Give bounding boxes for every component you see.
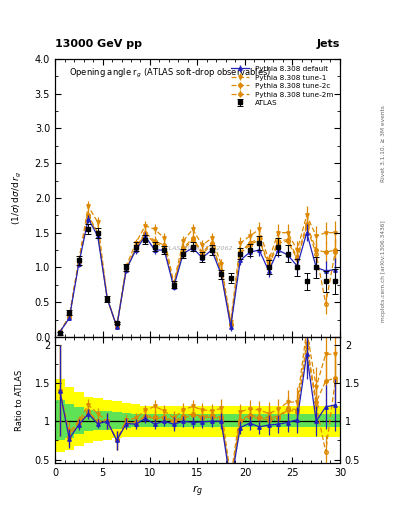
Text: ATLAS_2019_I1772062: ATLAS_2019_I1772062 — [162, 245, 233, 251]
Text: 13000 GeV pp: 13000 GeV pp — [55, 38, 142, 49]
X-axis label: $r_g$: $r_g$ — [192, 484, 203, 499]
Text: Opening angle r$_g$ (ATLAS soft-drop observables): Opening angle r$_g$ (ATLAS soft-drop obs… — [69, 67, 272, 80]
Y-axis label: Ratio to ATLAS: Ratio to ATLAS — [15, 370, 24, 431]
Text: mcplots.cern.ch [arXiv:1306.3436]: mcplots.cern.ch [arXiv:1306.3436] — [381, 221, 386, 322]
Y-axis label: $(1/\sigma)\,\mathrm{d}\sigma/\mathrm{d}\,r_g$: $(1/\sigma)\,\mathrm{d}\sigma/\mathrm{d}… — [11, 171, 24, 225]
Text: Rivet 3.1.10, ≥ 3M events: Rivet 3.1.10, ≥ 3M events — [381, 105, 386, 182]
Legend: Pythia 8.308 default, Pythia 8.308 tune-1, Pythia 8.308 tune-2c, Pythia 8.308 tu: Pythia 8.308 default, Pythia 8.308 tune-… — [228, 62, 336, 109]
Text: Jets: Jets — [317, 38, 340, 49]
